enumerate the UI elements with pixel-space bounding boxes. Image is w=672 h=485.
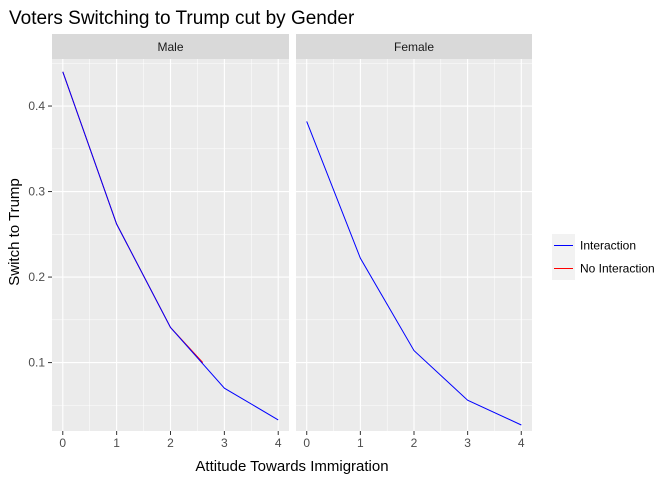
series-line-interaction — [62, 71, 279, 421]
x-tick-label: 4 — [518, 436, 525, 450]
x-tick-label: 0 — [303, 436, 310, 450]
legend-label: Interaction — [580, 239, 636, 253]
legend: Interaction No Interaction — [552, 234, 655, 280]
chart-title: Voters Switching to Trump cut by Gender — [9, 8, 355, 29]
facet-strip-label: Female — [394, 40, 434, 54]
x-tick-label: 1 — [113, 436, 120, 450]
facet-strip — [52, 34, 289, 59]
series-line-interaction — [306, 121, 522, 426]
facet-panel-male: Male 0 1 2 3 4 0.1 0.2 0.3 0.4 — [28, 34, 289, 450]
y-tick-label: 0.3 — [28, 185, 45, 199]
x-tick-label: 0 — [59, 436, 66, 450]
x-tick-label: 3 — [221, 436, 228, 450]
x-axis-title: Attitude Towards Immigration — [195, 458, 388, 475]
facet-panel-female: Female 0 1 2 3 4 — [296, 34, 532, 450]
x-tick-label: 1 — [357, 436, 364, 450]
facet-strip-label: Male — [157, 40, 183, 54]
x-tick-label: 2 — [411, 436, 418, 450]
facet-strip — [296, 34, 532, 59]
legend-label: No Interaction — [580, 262, 655, 276]
x-tick-label: 2 — [167, 436, 174, 450]
y-tick-label: 0.2 — [28, 270, 45, 284]
y-tick-label: 0.4 — [28, 99, 45, 113]
y-tick-label: 0.1 — [28, 356, 45, 370]
x-tick-label: 3 — [464, 436, 471, 450]
y-axis-title: Switch to Trump — [6, 178, 23, 286]
x-tick-label: 4 — [275, 436, 282, 450]
